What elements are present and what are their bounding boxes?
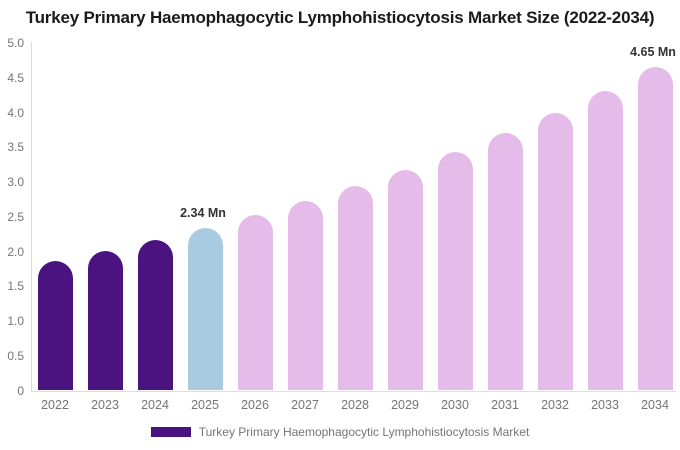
y-tick-label: 4.5 xyxy=(7,70,24,85)
bar-2029 xyxy=(387,170,423,391)
bar-2028 xyxy=(337,186,373,391)
bar-2033 xyxy=(587,90,623,391)
x-tick-label: 2033 xyxy=(591,398,619,412)
y-tick-label: 3.5 xyxy=(7,140,24,155)
legend-swatch-icon xyxy=(150,427,191,437)
chart-title: Turkey Primary Haemophagocytic Lymphohis… xyxy=(25,8,655,27)
x-tick-label: 2022 xyxy=(41,398,69,412)
bar-value-label: 2.34 Mn xyxy=(180,205,226,220)
y-tick-label: 3.0 xyxy=(7,175,24,189)
y-tick-label: 1.5 xyxy=(7,279,24,294)
y-tick-label: 1.0 xyxy=(7,314,24,328)
x-tick-label: 2030 xyxy=(441,398,469,412)
bar-2026 xyxy=(237,214,273,391)
bar-2022 xyxy=(37,261,73,391)
y-axis-line xyxy=(31,42,32,391)
legend-label: Turkey Primary Haemophagocytic Lymphohis… xyxy=(198,425,530,439)
x-tick-label: 2026 xyxy=(241,398,269,412)
y-tick-label: 0 xyxy=(17,383,24,398)
bar-2023 xyxy=(87,250,123,391)
y-tick-label: 2.5 xyxy=(7,209,24,224)
bar-value-label: 4.65 Mn xyxy=(630,45,676,60)
x-tick-label: 2034 xyxy=(641,398,669,412)
bar-2024 xyxy=(137,239,173,391)
x-tick-label: 2032 xyxy=(541,398,569,412)
y-tick-label: 5.0 xyxy=(7,36,24,50)
bar-2032 xyxy=(537,113,573,391)
x-axis-line xyxy=(31,391,676,392)
bar-2025 xyxy=(187,227,223,391)
x-tick-label: 2028 xyxy=(341,398,369,412)
bar-2027 xyxy=(287,200,323,391)
x-tick-label: 2025 xyxy=(191,398,219,412)
x-tick-label: 2023 xyxy=(91,398,119,412)
y-tick-label: 4.0 xyxy=(7,105,24,120)
x-tick-label: 2024 xyxy=(141,398,169,412)
bar-2031 xyxy=(487,133,523,391)
legend: Turkey Primary Haemophagocytic Lymphohis… xyxy=(0,423,680,441)
x-tick-label: 2029 xyxy=(391,398,419,412)
bar-2034 xyxy=(637,67,673,391)
x-tick-label: 2031 xyxy=(491,398,519,412)
y-tick-label: 2.0 xyxy=(7,244,24,259)
x-tick-label: 2027 xyxy=(291,398,319,412)
bar-2030 xyxy=(437,152,473,391)
y-tick-label: 0.5 xyxy=(7,348,24,363)
